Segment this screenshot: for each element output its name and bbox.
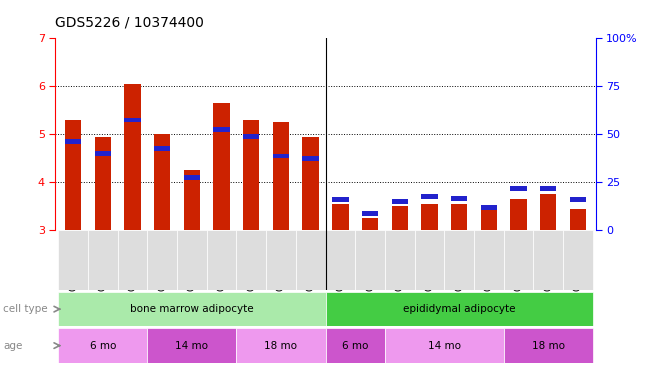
- Bar: [480, 209, 497, 230]
- Bar: [326, 328, 385, 363]
- Bar: [59, 230, 88, 290]
- Bar: [59, 292, 326, 326]
- Bar: [214, 127, 230, 132]
- Bar: [94, 137, 111, 230]
- Bar: [385, 328, 504, 363]
- Bar: [480, 205, 497, 210]
- Bar: [362, 218, 378, 230]
- Bar: [65, 120, 81, 230]
- Bar: [533, 230, 563, 290]
- Bar: [540, 194, 557, 230]
- Bar: [296, 230, 326, 290]
- Bar: [332, 204, 348, 230]
- Bar: [94, 151, 111, 156]
- Text: 14 mo: 14 mo: [175, 341, 208, 351]
- Bar: [243, 134, 260, 139]
- Text: 18 mo: 18 mo: [532, 341, 564, 351]
- Text: age: age: [3, 341, 23, 351]
- Bar: [421, 204, 437, 230]
- Bar: [124, 84, 141, 230]
- Bar: [391, 207, 408, 230]
- Text: 6 mo: 6 mo: [342, 341, 368, 351]
- Bar: [147, 328, 236, 363]
- Bar: [118, 230, 147, 290]
- Bar: [65, 139, 81, 144]
- Text: bone marrow adipocyte: bone marrow adipocyte: [130, 304, 254, 314]
- Bar: [124, 118, 141, 122]
- Bar: [421, 194, 437, 199]
- Bar: [385, 230, 415, 290]
- Bar: [451, 204, 467, 230]
- Bar: [444, 230, 474, 290]
- Bar: [326, 230, 355, 290]
- Bar: [207, 230, 236, 290]
- Bar: [510, 186, 527, 191]
- Bar: [177, 230, 207, 290]
- Text: 6 mo: 6 mo: [90, 341, 116, 351]
- Bar: [474, 230, 504, 290]
- Bar: [273, 154, 289, 158]
- Bar: [273, 122, 289, 230]
- Bar: [355, 230, 385, 290]
- Text: cell type: cell type: [3, 304, 48, 314]
- Bar: [504, 230, 533, 290]
- Text: epididymal adipocyte: epididymal adipocyte: [403, 304, 516, 314]
- Bar: [415, 230, 444, 290]
- Bar: [504, 328, 592, 363]
- Text: 14 mo: 14 mo: [428, 341, 461, 351]
- Text: GDS5226 / 10374400: GDS5226 / 10374400: [55, 15, 204, 29]
- Bar: [570, 209, 586, 230]
- Bar: [184, 175, 200, 180]
- Bar: [59, 328, 147, 363]
- Bar: [540, 186, 557, 191]
- Bar: [303, 156, 319, 161]
- Bar: [510, 199, 527, 230]
- Text: 18 mo: 18 mo: [264, 341, 298, 351]
- Bar: [236, 328, 326, 363]
- Bar: [570, 197, 586, 202]
- Bar: [362, 211, 378, 216]
- Bar: [326, 292, 592, 326]
- Bar: [391, 199, 408, 204]
- Bar: [236, 230, 266, 290]
- Bar: [184, 170, 200, 230]
- Bar: [243, 120, 260, 230]
- Bar: [303, 137, 319, 230]
- Bar: [266, 230, 296, 290]
- Bar: [147, 230, 177, 290]
- Bar: [451, 196, 467, 200]
- Bar: [154, 146, 171, 151]
- Bar: [154, 134, 171, 230]
- Bar: [88, 230, 118, 290]
- Bar: [332, 197, 348, 202]
- Bar: [563, 230, 592, 290]
- Bar: [214, 103, 230, 230]
